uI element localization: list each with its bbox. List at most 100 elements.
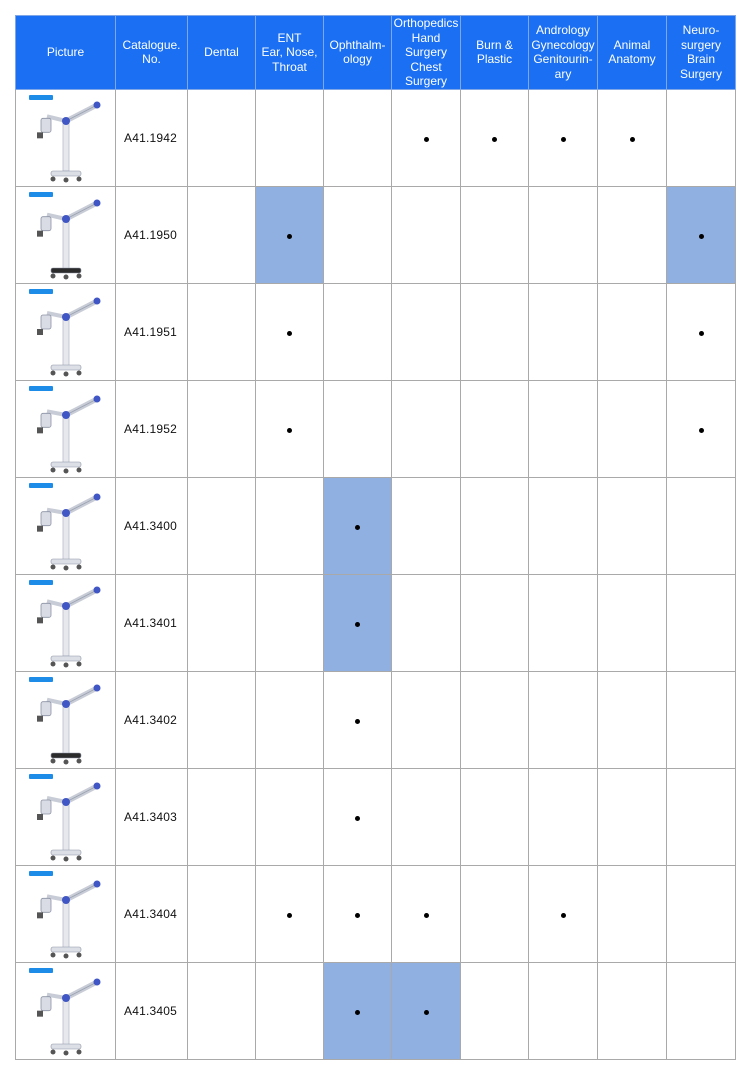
application-cell-burn [460,185,529,284]
application-cell-burn [460,767,529,866]
brand-tag-icon [28,967,53,973]
applicable-dot-icon [287,330,292,336]
header-dental: Dental [187,15,256,90]
application-cell-animal [597,379,667,478]
catalogue-number: A41.3402 [115,670,188,769]
application-cell-dental [187,573,256,672]
header-line: Dental [204,45,239,59]
application-cell-ortho [391,864,461,963]
application-cell-animal [597,961,667,1060]
application-cell-neuro [666,476,736,575]
application-cell-burn [460,282,529,381]
product-image [17,285,115,379]
brand-tag-icon [28,191,53,197]
product-image [17,770,115,864]
product-image [17,382,115,476]
application-cell-ophthalmology [323,767,392,866]
application-cell-burn [460,379,529,478]
header-neurosurgery: Neuro-surgery Brain Surgery [666,15,736,90]
picture-cell [15,282,116,381]
application-cell-ophthalmology [323,379,392,478]
application-cell-dental [187,670,256,769]
application-cell-ent [255,88,324,187]
header-andrology: Andrology Gynecology Genitourin-ary [528,15,598,90]
brand-tag-icon [28,676,53,682]
header-line: Throat [272,59,307,74]
application-cell-andrology [528,88,598,187]
header-picture: Picture [15,15,116,90]
applicable-dot-icon [698,233,704,239]
application-cell-animal [597,767,667,866]
application-cell-animal [597,864,667,963]
application-cell-ent [255,185,324,284]
application-cell-ent [255,864,324,963]
header-ophthalmology: Ophthalm-ology [323,15,392,90]
header-catalogue: Catalogue. No. [115,15,188,90]
header-line: surgery [680,37,721,52]
application-cell-burn [460,88,529,187]
product-image [17,867,115,961]
header-line: Neuro- [682,23,720,38]
application-cell-ent [255,670,324,769]
application-cell-ent [255,379,324,478]
header-line: Plastic [476,52,513,67]
application-cell-ophthalmology [323,185,392,284]
application-cell-andrology [528,864,598,963]
applicable-dot-icon [423,136,429,142]
application-cell-ophthalmology [323,573,392,672]
header-ent: ENT Ear, Nose, Throat [255,15,324,90]
brand-tag-icon [28,94,53,100]
picture-cell [15,767,116,866]
application-cell-animal [597,670,667,769]
applicable-dot-icon [355,1009,360,1015]
table-row: A41.1952 [15,379,736,478]
application-cell-ophthalmology [323,88,392,187]
application-cell-andrology [528,670,598,769]
table-row: A41.3402 [15,670,736,769]
applicable-dot-icon [355,524,360,530]
header-line: No. [142,52,161,67]
application-cell-ophthalmology [323,961,392,1060]
header-line: Gynecology [531,37,595,52]
application-cell-andrology [528,476,598,575]
application-cell-dental [187,961,256,1060]
application-cell-neuro [666,185,736,284]
application-cell-neuro [666,961,736,1060]
application-cell-burn [460,573,529,672]
application-cell-neuro [666,670,736,769]
table-row: A41.1950 [15,185,736,284]
application-cell-animal [597,282,667,381]
application-cell-neuro [666,282,736,381]
picture-cell [15,864,116,963]
application-cell-ent [255,573,324,672]
picture-cell [15,476,116,575]
header-line: Burn & [476,37,513,52]
header-orthopedics: Orthopedics Hand Surgery Chest Surgery [391,15,461,90]
header-line: Catalogue. [122,37,181,52]
catalogue-number: A41.1950 [115,185,188,284]
catalogue-number: A41.3400 [115,476,188,575]
applicable-dot-icon [355,815,360,821]
header-line: Surgery [404,74,448,88]
header-line: ology [343,52,372,67]
applicable-dot-icon [287,233,292,239]
applicable-dot-icon [423,1009,429,1015]
catalogue-number: A41.3404 [115,864,188,963]
application-cell-neuro [666,767,736,866]
application-cell-andrology [528,767,598,866]
application-cell-ortho [391,379,461,478]
header-line: Brain [686,52,715,67]
application-cell-ortho [391,476,461,575]
brand-tag-icon [28,288,53,294]
application-cell-animal [597,88,667,187]
table-row: A41.3401 [15,573,736,672]
picture-cell [15,961,116,1060]
catalogue-number: A41.1952 [115,379,188,478]
table-row: A41.3404 [15,864,736,963]
header-line: Surgery [404,45,448,59]
application-cell-neuro [666,88,736,187]
application-cell-ent [255,961,324,1060]
application-cell-ortho [391,961,461,1060]
application-cell-dental [187,476,256,575]
header-line: Surgery [679,66,723,81]
